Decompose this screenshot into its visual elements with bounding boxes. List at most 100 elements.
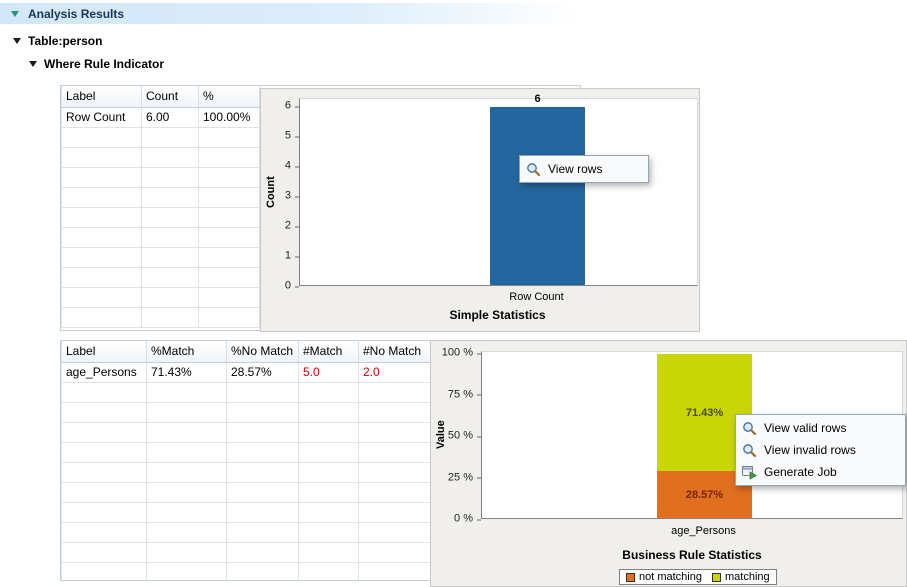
chart-title: Business Rule Statistics xyxy=(622,548,762,562)
empty-table-row xyxy=(61,206,260,228)
chart-title: Simple Statistics xyxy=(449,308,546,322)
column-header-match-pct[interactable]: %Match xyxy=(146,341,227,363)
legend-swatch-matching xyxy=(711,572,721,582)
tree-item-table-person[interactable]: Table:person xyxy=(13,33,102,49)
legend-swatch-not-matching xyxy=(626,572,635,582)
cell-match-pct: 71.43% xyxy=(146,361,227,383)
table-header-row: Label %Match %No Match #Match #No Match xyxy=(61,341,432,363)
empty-table-row xyxy=(61,226,260,248)
empty-table-row xyxy=(61,561,432,580)
menu-item-generate-job[interactable]: Generate Job xyxy=(737,461,904,483)
column-header-percent[interactable]: % xyxy=(198,86,260,108)
empty-table-row xyxy=(61,246,260,268)
magnifier-icon xyxy=(742,443,757,458)
menu-item-label: Generate Job xyxy=(764,465,837,479)
y-tick-label: 1 xyxy=(273,250,299,262)
empty-table-row xyxy=(61,401,432,423)
menu-item-label: View valid rows xyxy=(764,421,847,435)
tree-expand-icon[interactable] xyxy=(29,61,37,67)
plot-scale-region: 6 xyxy=(300,93,697,285)
y-tick-label: 6 xyxy=(273,100,299,112)
context-menu-rule-actions: View valid rows View invalid rows Genera… xyxy=(735,414,906,486)
y-tick-label: 2 xyxy=(273,220,299,232)
legend-label: matching xyxy=(724,571,770,583)
cell-match-count: 5.0 xyxy=(298,361,359,383)
column-header-count[interactable]: Count xyxy=(141,86,199,108)
column-header-no-match-count[interactable]: #No Match xyxy=(358,341,432,363)
tree-item-where-rule-indicator[interactable]: Where Rule Indicator xyxy=(29,56,164,72)
cell-no-match-pct: 28.57% xyxy=(226,361,299,383)
matching-value-label: 71.43% xyxy=(685,406,724,419)
cell-no-match-count: 2.0 xyxy=(358,361,432,383)
y-tick-label: 3 xyxy=(273,190,299,202)
context-menu-view-rows: View rows xyxy=(519,155,649,183)
column-header-label[interactable]: Label xyxy=(61,341,147,363)
cell-percent: 100.00% xyxy=(198,106,260,128)
tree-expand-icon[interactable] xyxy=(13,38,21,44)
legend-item-not-matching: not matching xyxy=(626,571,702,583)
y-tick-label: 50 % xyxy=(435,430,481,442)
y-tick-label: 4 xyxy=(273,160,299,172)
cell-label: age_Persons xyxy=(61,361,147,383)
empty-table-row xyxy=(61,521,432,543)
table-row[interactable]: Row Count 6.00 100.00% xyxy=(61,106,260,128)
legend-label: not matching xyxy=(639,571,702,583)
column-header-match-count[interactable]: #Match xyxy=(298,341,359,363)
empty-table-row xyxy=(61,146,260,168)
empty-table-row xyxy=(61,266,260,288)
business-rule-yticks: 0 % 25 % 50 % 75 % 100 % xyxy=(435,347,481,524)
menu-item-label: View rows xyxy=(548,162,603,176)
column-header-label[interactable]: Label xyxy=(61,86,142,108)
y-tick-label: 5 xyxy=(273,130,299,142)
y-tick-label: 0 % xyxy=(435,513,481,525)
tree-item-label: Table:person xyxy=(28,34,103,48)
y-tick-label: 100 % xyxy=(435,347,481,359)
empty-table-row xyxy=(61,186,260,208)
empty-table-row xyxy=(61,286,260,308)
bar-value-label: 6 xyxy=(534,93,541,105)
empty-table-row xyxy=(61,421,432,443)
rule-stats-table-panel: Label %Match %No Match #Match #No Match … xyxy=(60,340,581,581)
empty-table-row xyxy=(61,441,432,463)
business-rule-chart: Value 0 % 25 % 50 % 75 % 100 % 71.43% 28.57%… xyxy=(430,340,907,587)
menu-item-view-valid-rows[interactable]: View valid rows xyxy=(737,417,904,439)
y-tick-label: 25 % xyxy=(435,472,481,483)
table-header-row: Label Count % xyxy=(61,86,260,108)
generate-job-icon xyxy=(742,465,757,480)
analysis-results-section-header[interactable]: Analysis Results xyxy=(0,3,596,24)
empty-table-row xyxy=(61,481,432,503)
x-category-label: age_Persons xyxy=(671,525,736,537)
simple-stats-yticks: 0 1 2 3 4 5 6 xyxy=(273,100,299,291)
plot-area: 6 xyxy=(299,93,698,286)
rule-stats-table: Label %Match %No Match #Match #No Match … xyxy=(61,341,432,580)
table-row[interactable]: age_Persons 71.43% 28.57% 5.0 2.0 xyxy=(61,361,432,383)
empty-table-row xyxy=(61,306,260,328)
column-header-no-match-pct[interactable]: %No Match xyxy=(226,341,299,363)
legend-item-matching: matching xyxy=(711,571,770,583)
magnifier-icon xyxy=(742,421,757,436)
empty-table-row xyxy=(61,541,432,563)
menu-item-label: View invalid rows xyxy=(764,443,856,457)
y-tick-label: 75 % xyxy=(435,389,481,400)
empty-table-row xyxy=(61,126,260,148)
section-title: Analysis Results xyxy=(28,6,125,21)
x-category-label: Row Count xyxy=(509,291,564,303)
simple-stats-table: Label Count % Row Count 6.00 100.00% xyxy=(61,86,260,328)
section-collapse-icon[interactable] xyxy=(11,10,19,17)
cell-count: 6.00 xyxy=(141,106,199,128)
cell-label: Row Count xyxy=(61,106,142,128)
tree-item-label: Where Rule Indicator xyxy=(44,57,165,71)
menu-item-view-rows[interactable]: View rows xyxy=(521,158,647,180)
magnifier-icon xyxy=(526,162,541,177)
empty-table-row xyxy=(61,461,432,483)
menu-item-view-invalid-rows[interactable]: View invalid rows xyxy=(737,439,904,461)
empty-table-row xyxy=(61,381,432,403)
chart-legend: not matching matching xyxy=(619,569,777,585)
empty-table-row xyxy=(61,166,260,188)
y-tick-label: 0 xyxy=(273,280,299,292)
not-matching-value-label: 28.57% xyxy=(685,488,724,501)
empty-table-row xyxy=(61,501,432,523)
row-count-bar[interactable]: 6 xyxy=(490,93,585,285)
